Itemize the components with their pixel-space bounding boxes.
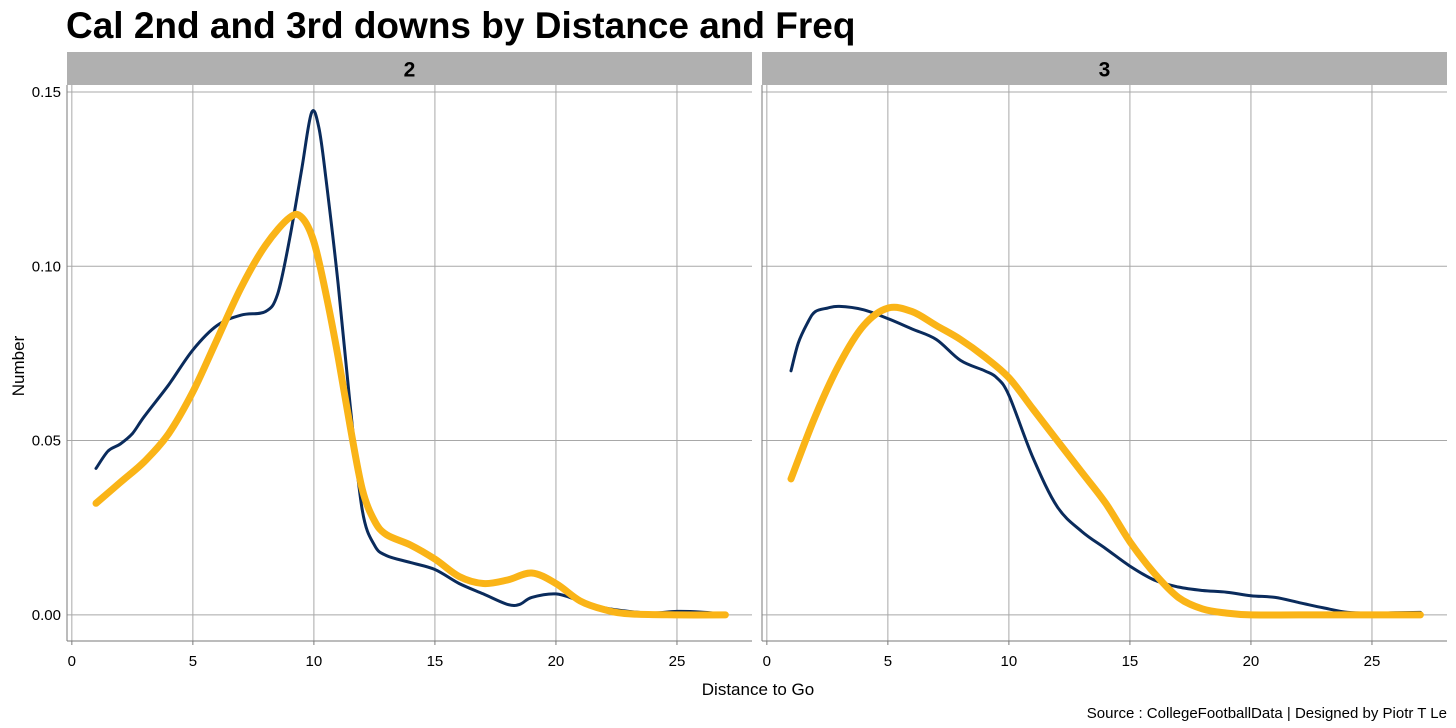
x-tick-label: 10 <box>306 653 323 670</box>
y-tick-label: 0.15 <box>32 84 61 101</box>
y-tick-label: 0.10 <box>32 258 61 275</box>
x-tick-label: 25 <box>669 653 686 670</box>
x-tick-label: 5 <box>884 653 892 670</box>
series-line-gold <box>787 303 1424 619</box>
panel-2: 20 5 10 15 20 250.000.050.100.15 <box>32 52 752 670</box>
chart-title: Cal 2nd and 3rd downs by Distance and Fr… <box>66 5 855 46</box>
y-tick-label: 0.00 <box>32 607 61 624</box>
x-tick-label: 20 <box>1243 653 1260 670</box>
x-tick-label: 25 <box>1364 653 1381 670</box>
x-tick-label: 20 <box>548 653 565 670</box>
y-axis-title: Number <box>9 335 28 396</box>
facet-strip-label: 3 <box>1099 59 1111 82</box>
series-line-navy <box>789 304 1422 615</box>
facet-strip <box>762 52 1447 85</box>
facet-strip-label: 2 <box>404 59 416 82</box>
y-tick-label: 0.05 <box>32 433 61 450</box>
x-axis-title: Distance to Go <box>702 680 814 699</box>
panel-3: 3 0 5 10 15 20 25 <box>761 52 1447 670</box>
x-tick-label: 10 <box>1001 653 1018 670</box>
facet-strip <box>67 52 752 85</box>
series-line-navy <box>94 109 727 616</box>
x-tick-label: 0 <box>68 653 76 670</box>
source-caption: Source : CollegeFootballData | Designed … <box>1087 705 1447 722</box>
x-tick-label: 15 <box>1122 653 1139 670</box>
x-tick-label: 0 <box>763 653 771 670</box>
x-tick-label: 15 <box>427 653 444 670</box>
x-tick-label: 5 <box>189 653 197 670</box>
series-line-gold <box>92 210 729 619</box>
